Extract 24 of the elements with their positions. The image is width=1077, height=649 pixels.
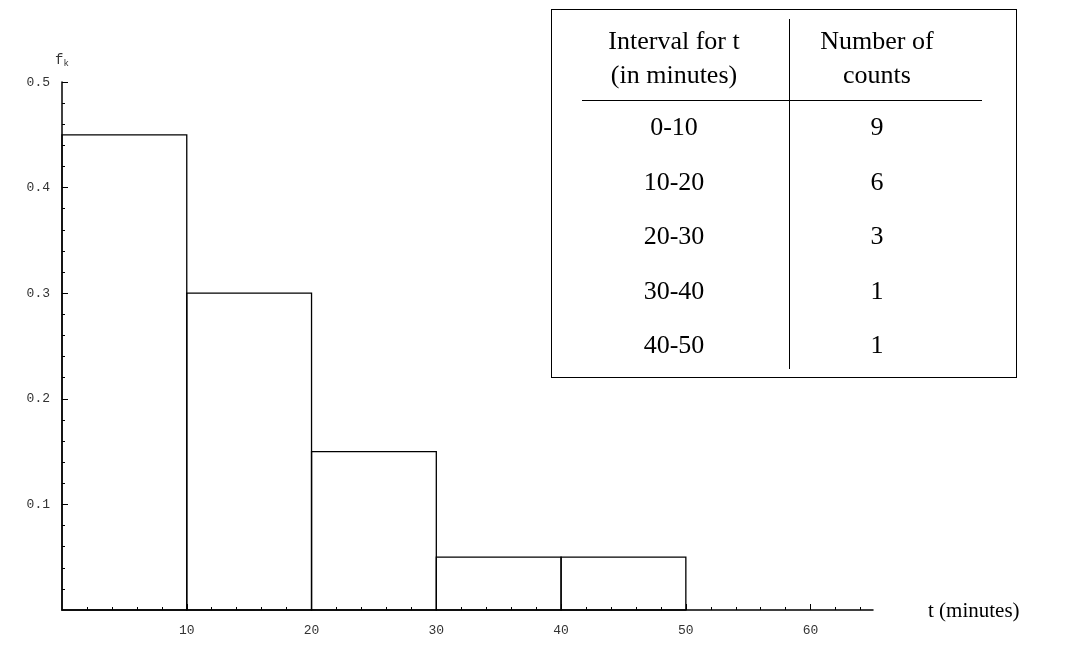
annotation: 30-40: [642, 274, 706, 307]
annotation: 3: [869, 220, 885, 252]
y-tick-label: 0.2: [26, 391, 50, 407]
y-tick-label: 0.3: [26, 285, 50, 301]
x-tick-label: 60: [802, 623, 819, 638]
y-tick-label: 0.5: [26, 74, 50, 90]
annotation: 1: [869, 329, 885, 361]
annotation: 1: [869, 274, 885, 307]
x-tick-label: 50: [678, 623, 694, 638]
annotation: 40-50: [642, 329, 706, 361]
y-tick-label: 0.1: [26, 496, 51, 512]
annotation: Interval for t (in minutes): [607, 25, 741, 91]
x-axis-title: t (minutes): [928, 598, 1020, 622]
annotation: 0-10: [649, 111, 699, 143]
x-tick-label: 40: [553, 623, 569, 638]
annotation: 20-30: [642, 220, 706, 252]
x-tick-label: 10: [178, 623, 195, 638]
annotation: 9: [869, 111, 885, 143]
y-tick-label: 0.4: [26, 180, 51, 196]
annotation: Number of counts: [819, 25, 935, 91]
annotation: 10-20: [642, 165, 706, 198]
annotation: 6: [869, 165, 885, 198]
x-tick-label: 20: [303, 623, 320, 638]
x-tick-label: 30: [428, 623, 445, 638]
